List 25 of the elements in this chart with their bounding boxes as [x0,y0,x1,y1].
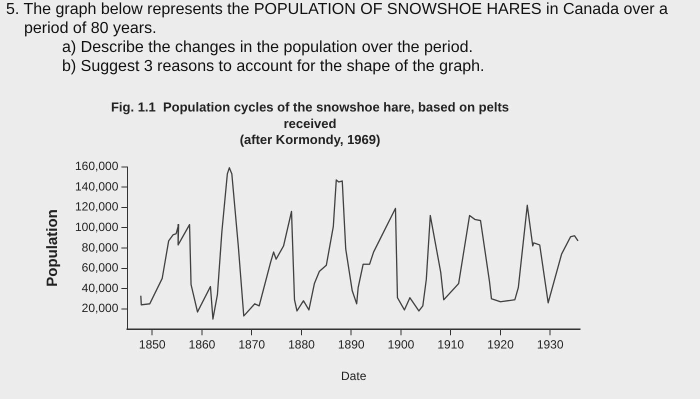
y-tick-label: 80,000 [82,240,119,254]
y-tick-label: 140,000 [74,179,119,194]
x-tick-label: 1920 [487,338,514,352]
text: received [284,116,336,131]
text: (after Kormondy, 1969) [240,132,380,148]
x-tick-label: 1930 [536,338,564,352]
text: 5. The graph below represents the POPULATION OF SNOWSHOE HARES in Canada over a period of 80 years. [6,0,669,38]
x-tick-label: 1900 [388,338,415,352]
x-tick-label: 1910 [437,338,464,352]
y-tick-label: 160,000 [74,159,119,174]
text: Fig. 1.1 Population cycles of the snowshoe hare, based on pelts [110,100,510,115]
x-tick-label: 1850 [138,338,166,352]
y-tick-label: 120,000 [74,200,119,214]
x-tick-label: 1880 [288,338,316,352]
y-tick-label: 60,000 [82,260,119,275]
x-axis-title: Date [341,369,367,384]
text: b) Suggest 3 reasons to account for the shape of the graph. [61,57,486,76]
text: a) Describe the changes in the population over the period. [61,38,474,57]
x-tick-label: 1890 [338,338,365,352]
y-tick-label: 40,000 [82,280,119,295]
y-axis-title: Population [44,209,62,287]
x-tick-label: 1860 [188,338,216,352]
x-tick-label: 1870 [238,338,266,352]
y-tick-label: 20,000 [82,301,119,316]
y-tick-label: 100,000 [74,220,119,234]
